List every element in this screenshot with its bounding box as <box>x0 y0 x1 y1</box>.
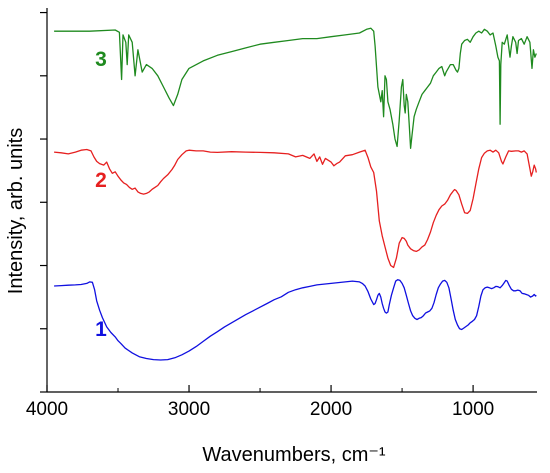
axis-ticks <box>40 11 474 393</box>
series-line-1 <box>54 279 537 361</box>
x-tick-label: 1000 <box>452 399 494 420</box>
plot-frame <box>46 8 537 393</box>
series-line-3 <box>54 27 537 149</box>
series-label-1: 1 <box>95 318 107 341</box>
y-axis-label: Intensity, arb. units <box>5 128 27 294</box>
series-line-2 <box>54 148 537 269</box>
series-labels: 3 2 1 <box>95 48 107 341</box>
series-label-2: 2 <box>95 169 107 192</box>
x-tick-label: 3000 <box>168 399 210 420</box>
series-label-3: 3 <box>95 48 107 71</box>
x-tick-labels: 4000 3000 2000 1000 <box>26 399 494 420</box>
x-axis-label: Wavenumbers, cm⁻¹ <box>202 444 386 466</box>
x-tick-label: 4000 <box>26 399 68 420</box>
spectrum-curves <box>54 27 537 361</box>
x-tick-label: 2000 <box>310 399 352 420</box>
